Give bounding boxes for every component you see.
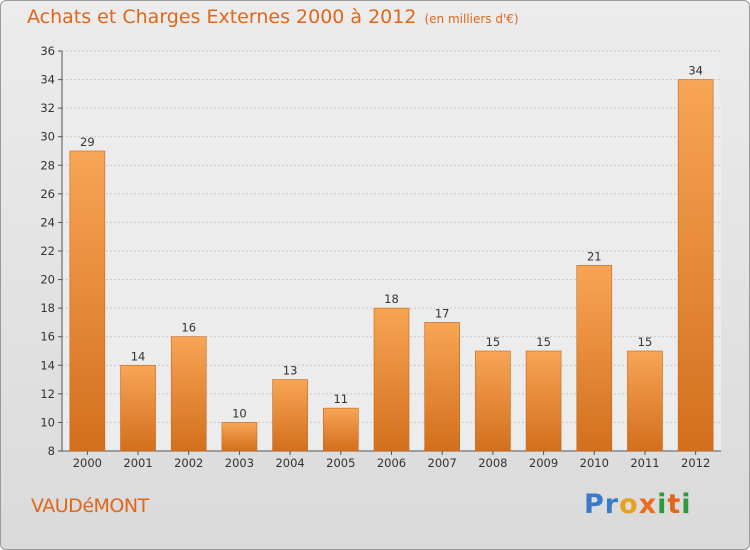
proxiti-logo: Proxiti: [584, 489, 692, 520]
y-tick-label: 36: [40, 44, 55, 58]
y-tick: 28: [40, 158, 55, 172]
y-tick: 10: [40, 415, 55, 429]
y-tick: 36: [40, 44, 55, 58]
y-tick: 16: [40, 330, 55, 344]
x-tick-label: 2003: [225, 456, 254, 470]
logo-letter: o: [619, 489, 639, 520]
bar: [677, 79, 714, 452]
bar: [69, 150, 106, 452]
x-tick-label: 2011: [630, 456, 659, 470]
bar: [170, 336, 207, 452]
logo-letter: t: [667, 489, 682, 520]
y-tick-label: 24: [40, 215, 55, 229]
chart-title-text: Achats et Charges Externes 2000 à 2012: [27, 6, 417, 28]
y-tick: 24: [40, 215, 55, 229]
bar: [627, 350, 663, 452]
x-tick-label: 2007: [428, 456, 457, 470]
y-tick-label: 22: [40, 244, 55, 258]
x-tick-label: 2000: [73, 456, 102, 470]
y-tick-label: 8: [48, 444, 55, 458]
y-tick-label: 10: [40, 415, 55, 429]
logo-letter: x: [638, 489, 658, 520]
y-tick-label: 32: [40, 101, 55, 115]
x-tick-label: 2009: [529, 456, 558, 470]
logo-letter: i: [657, 489, 668, 520]
y-tick-label: 12: [40, 387, 55, 401]
x-tick-label: 2010: [580, 456, 609, 470]
y-tick: 22: [40, 244, 55, 258]
x-tick-label: 2004: [275, 456, 304, 470]
x-tick-label: 2006: [377, 456, 406, 470]
bar: [373, 307, 410, 452]
city-name: VAUDéMONT: [31, 495, 149, 517]
y-tick-label: 20: [40, 273, 55, 287]
y-tick: 32: [40, 101, 55, 115]
y-tick-label: 28: [40, 158, 55, 172]
x-tick-label: 2005: [326, 456, 355, 470]
bar-value-label: 13: [283, 364, 298, 378]
bar-value-label: 34: [688, 64, 703, 78]
y-tick-label: 34: [40, 73, 55, 87]
bar-value-label: 29: [80, 135, 95, 149]
y-tick-label: 14: [40, 358, 55, 372]
logo-letter: r: [604, 489, 620, 520]
x-tick-label: 2002: [174, 456, 203, 470]
y-tick: 26: [40, 187, 55, 201]
bar: [525, 350, 562, 452]
bar: [272, 379, 308, 452]
y-tick: 34: [40, 73, 55, 87]
bar-value-label: 21: [587, 249, 602, 263]
y-tick: 14: [40, 358, 55, 372]
bar-value-label: 18: [384, 292, 399, 306]
logo-letter: P: [584, 489, 605, 520]
bar-value-label: 15: [486, 335, 501, 349]
y-tick-label: 30: [40, 130, 55, 144]
bar-value-label: 11: [333, 392, 348, 406]
bar: [424, 322, 460, 452]
bar-value-label: 15: [638, 335, 653, 349]
bar: [120, 364, 156, 452]
chart-title: Achats et Charges Externes 2000 à 2012 (e…: [27, 6, 519, 28]
y-tick: 30: [40, 130, 55, 144]
y-tick-label: 26: [40, 187, 55, 201]
chart-title-unit: (en milliers d'€): [424, 12, 519, 26]
y-tick: 8: [48, 444, 55, 458]
y-tick: 12: [40, 387, 55, 401]
bar-value-label: 16: [181, 321, 196, 335]
bar: [475, 350, 511, 452]
y-tick-label: 18: [40, 301, 55, 315]
y-tick-label: 16: [40, 330, 55, 344]
bar-value-label: 17: [435, 306, 450, 320]
bar-value-label: 10: [232, 406, 247, 420]
bar-value-label: 15: [536, 335, 551, 349]
x-tick-label: 2001: [123, 456, 152, 470]
bar-value-label: 14: [131, 349, 146, 363]
x-tick-label: 2008: [478, 456, 507, 470]
y-tick: 18: [40, 301, 55, 315]
bar: [323, 407, 359, 452]
logo-letter: i: [681, 489, 692, 520]
bar: [221, 422, 258, 452]
y-tick: 20: [40, 273, 55, 287]
x-tick-label: 2012: [681, 456, 710, 470]
bar: [576, 264, 613, 452]
